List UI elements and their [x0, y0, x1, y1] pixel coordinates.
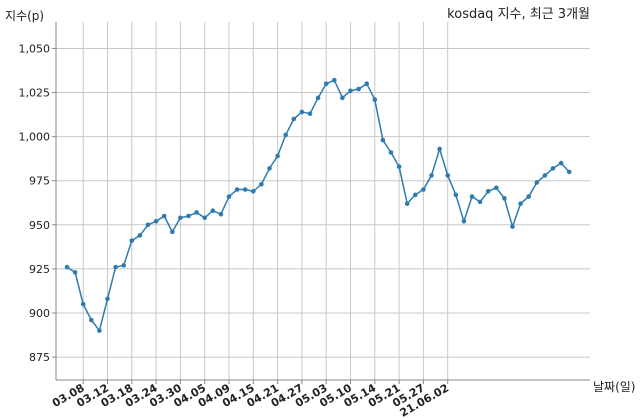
data-point [121, 263, 126, 268]
data-point [226, 194, 232, 199]
data-point [105, 296, 110, 302]
data-point [275, 153, 280, 159]
series-line [66, 79, 570, 333]
data-point [510, 224, 515, 229]
data-point [178, 215, 183, 221]
data-point [218, 211, 224, 217]
data-point [421, 187, 426, 192]
axes [55, 22, 590, 381]
data-point [332, 77, 337, 83]
data-point [550, 166, 556, 171]
data-point [170, 229, 175, 235]
data-point [413, 192, 418, 198]
data-point [437, 146, 442, 152]
data-point [566, 169, 572, 175]
data-point [429, 173, 434, 178]
data-point [315, 95, 321, 101]
data-point [145, 222, 151, 228]
data-point [502, 196, 507, 201]
y-ticks: 875 900 925 950 975 1,000 1,025 1,050 [19, 42, 56, 364]
y-tick-label: 1,050 [19, 42, 51, 55]
data-point [186, 213, 191, 219]
data-point [534, 180, 540, 185]
data-point [518, 201, 523, 206]
data-point [234, 187, 240, 192]
data-point [477, 199, 483, 205]
data-point [137, 233, 143, 238]
data-point [364, 81, 370, 87]
y-tick-label: 875 [29, 351, 50, 364]
data-point [210, 208, 216, 213]
data-point [558, 160, 564, 166]
data-point [340, 95, 345, 101]
data-point [251, 189, 256, 194]
data-point [453, 192, 459, 198]
data-point [299, 109, 305, 115]
x-ticks: 03.0803.1203.1803.2403.3004.0504.0904.15… [50, 380, 451, 418]
data-point [396, 164, 402, 169]
data-point [161, 213, 167, 219]
data-point [259, 181, 264, 187]
data-point [283, 132, 289, 138]
series-group [64, 77, 572, 333]
y-tick-label: 1,025 [19, 87, 51, 100]
data-point [80, 301, 86, 307]
data-point [542, 173, 548, 178]
data-point [461, 218, 467, 224]
data-point [113, 264, 118, 270]
y-tick-label: 950 [29, 219, 50, 232]
y-tick-label: 975 [29, 175, 50, 188]
chart-title: kosdaq 지수, 최근 3개월 [447, 7, 590, 22]
data-point [194, 210, 199, 215]
y-axis-label: 지수(p) [5, 9, 44, 23]
data-point [323, 81, 329, 87]
data-point [445, 173, 451, 178]
data-point [97, 328, 102, 333]
data-point [526, 194, 531, 199]
data-point [356, 86, 361, 92]
data-point [469, 194, 475, 199]
data-point [72, 270, 78, 275]
data-point [202, 215, 207, 221]
data-point [494, 185, 499, 191]
x-axis-label: 날짜(일) [593, 380, 635, 394]
data-point [242, 187, 248, 192]
data-point [129, 238, 135, 243]
data-point [267, 166, 272, 171]
x-gridlines [82, 22, 449, 380]
data-point [291, 116, 297, 122]
data-point [372, 97, 378, 102]
data-point [380, 137, 386, 143]
data-point [89, 317, 94, 323]
data-point [307, 111, 313, 117]
data-point [404, 201, 410, 206]
y-gridlines [56, 47, 590, 358]
y-tick-label: 1,000 [19, 131, 51, 144]
y-tick-label: 900 [29, 307, 50, 320]
data-point [485, 189, 491, 194]
y-tick-label: 925 [29, 263, 50, 276]
data-point [64, 264, 70, 270]
data-point [153, 218, 159, 224]
data-point [348, 88, 353, 94]
data-point [388, 150, 394, 155]
